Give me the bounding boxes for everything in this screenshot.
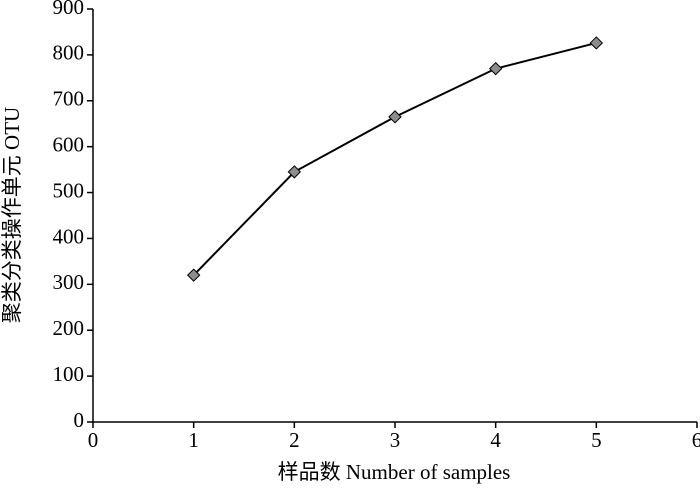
- x-tick-label: 4: [490, 428, 501, 452]
- line: [192, 41, 597, 276]
- y-tick-label: 200: [53, 316, 85, 340]
- y-tick-label: 0: [74, 408, 85, 432]
- y-tick-label: 700: [53, 87, 85, 111]
- marker: [589, 36, 604, 50]
- marker: [388, 110, 402, 124]
- x-axis-label: 样品数 Number of samples: [278, 460, 511, 484]
- y-tick-label: 800: [53, 41, 85, 65]
- y-tick-label: 900: [53, 0, 85, 19]
- y-tick-label: 400: [53, 224, 85, 248]
- x-tick-label: 3: [390, 428, 401, 452]
- y-tick-label: 600: [53, 132, 85, 156]
- y-tick-label: 500: [53, 178, 85, 202]
- x-tick-label: 0: [88, 428, 99, 452]
- marker: [488, 61, 503, 76]
- x-tick-label: 1: [188, 428, 199, 452]
- y-axis-label: 聚类分类操作单元 OTU: [0, 107, 24, 323]
- marker: [186, 268, 201, 282]
- x-tick-label: 2: [289, 428, 300, 452]
- y-tick-label: 100: [53, 362, 85, 386]
- y-tick-label: 300: [53, 270, 85, 294]
- x-tick-label: 6: [692, 428, 700, 452]
- x-tick-label: 5: [591, 428, 602, 452]
- marker: [287, 165, 302, 179]
